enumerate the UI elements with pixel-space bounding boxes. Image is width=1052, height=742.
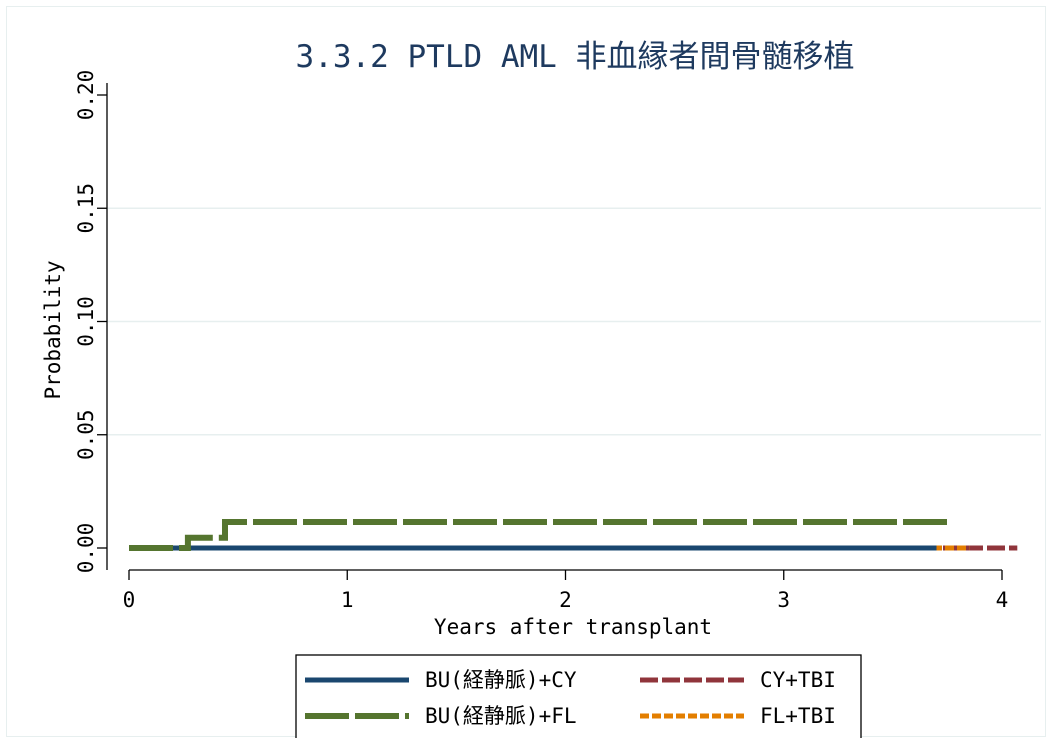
x-tick-label-2: 2 [559, 588, 572, 612]
series-lines [129, 519, 1018, 551]
y-tick-label-0.20: 0.20 [74, 70, 98, 121]
y-axis-label: Probability [41, 260, 65, 399]
legend-box [295, 654, 862, 742]
legend-label-3: BU(経静脈)+FL [425, 704, 577, 728]
legend-label-4: FL+TBI [760, 704, 836, 728]
legend: BU(経静脈)+CY BU(経静脈)+FL CY+TBI FL+TBI [295, 654, 862, 742]
x-tick-label-0: 0 [123, 588, 136, 612]
legend-items: BU(経静脈)+CY BU(経静脈)+FL CY+TBI FL+TBI [305, 668, 836, 728]
y-tick-label-0.15: 0.15 [74, 183, 98, 234]
x-axis-label: Years after transplant [434, 615, 712, 639]
x-axis-ticks: 0 1 2 3 4 [123, 570, 1009, 612]
y-tick-label-0.00: 0.00 [74, 523, 98, 574]
x-tick-label-4: 4 [996, 588, 1009, 612]
y-tick-label-0.05: 0.05 [74, 409, 98, 460]
series-line-3 [129, 519, 952, 551]
gridlines [107, 207, 1041, 436]
legend-label-1: BU(経静脈)+CY [425, 668, 577, 692]
x-tick-label-3: 3 [777, 588, 790, 612]
legend-label-2: CY+TBI [760, 668, 836, 692]
chart-title: 3.3.2 PTLD AML 非血縁者間骨髄移植 [296, 39, 855, 75]
y-tick-label-0.10: 0.10 [74, 296, 98, 347]
y-axis-ticks: 0.00 0.05 0.10 0.15 0.20 [74, 70, 107, 574]
x-tick-label-1: 1 [341, 588, 354, 612]
